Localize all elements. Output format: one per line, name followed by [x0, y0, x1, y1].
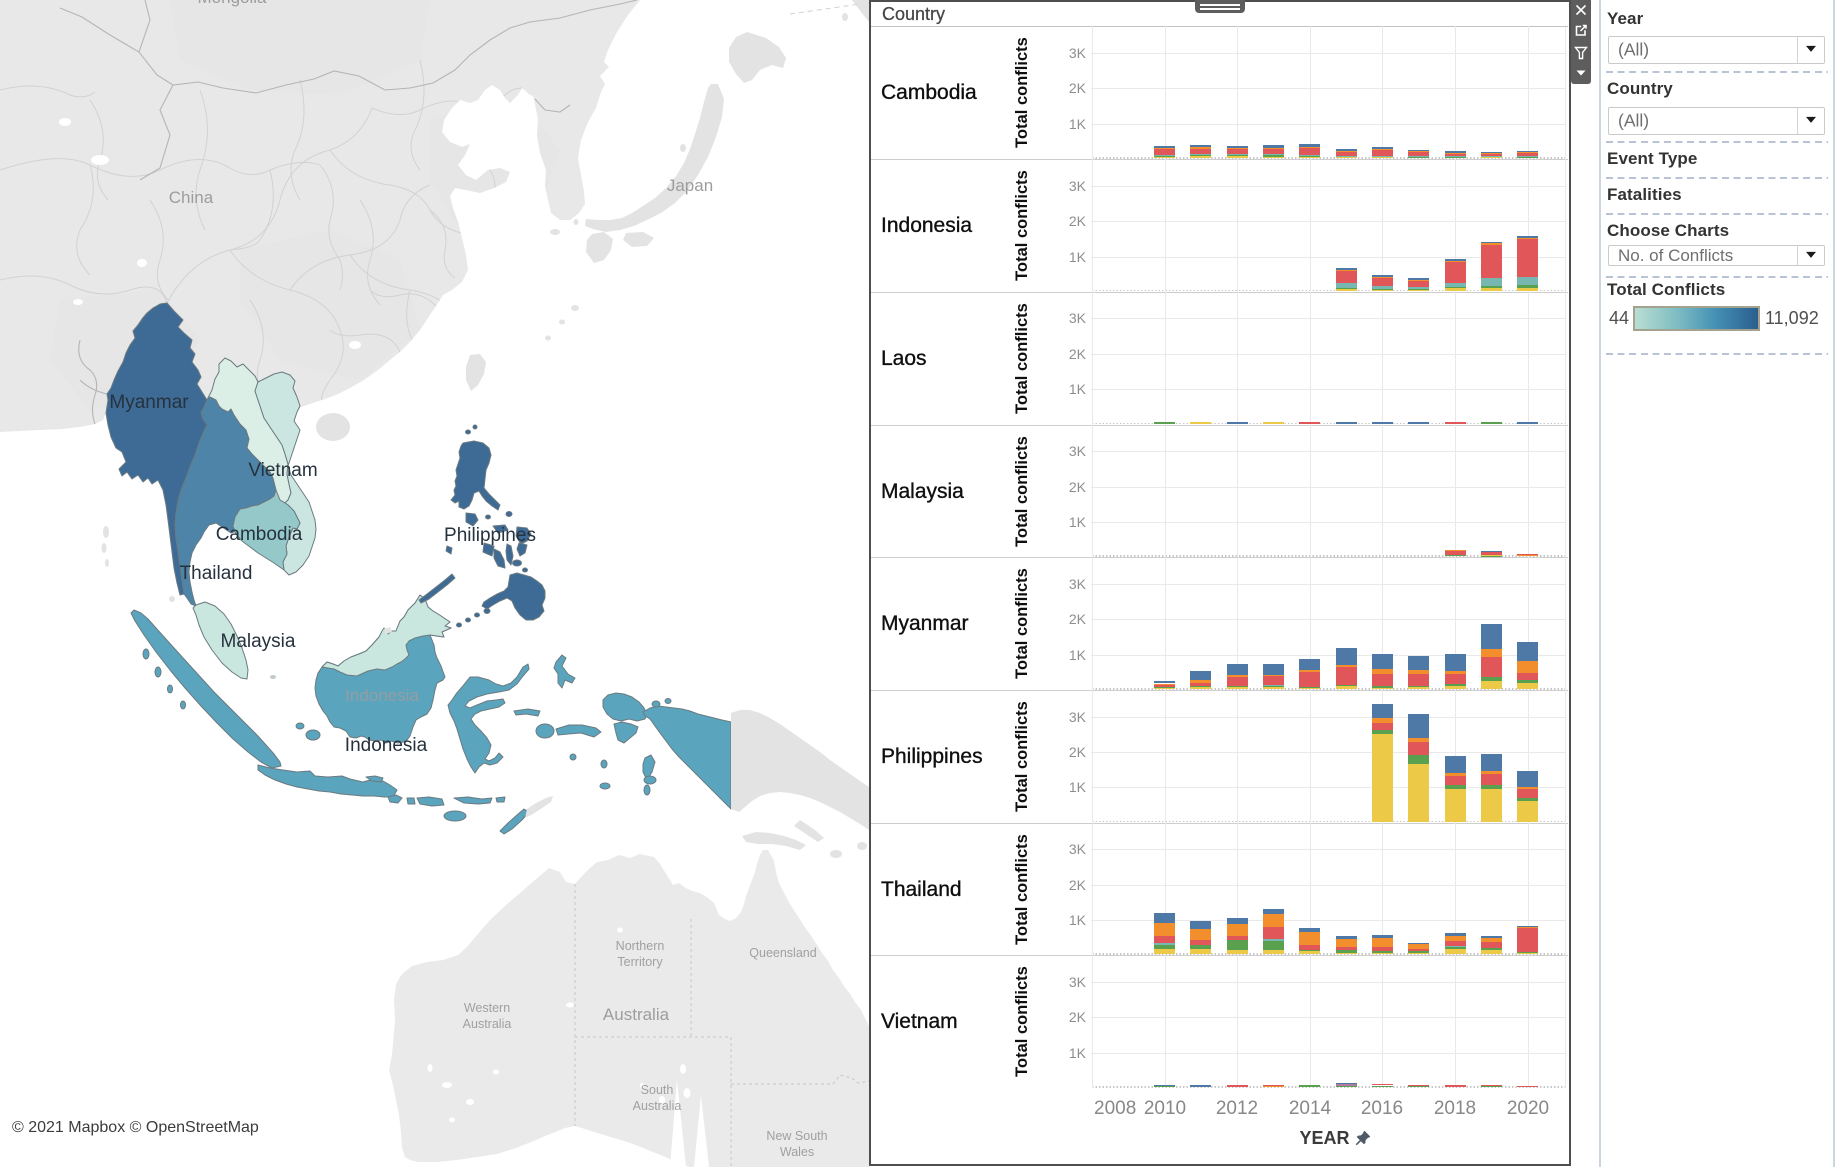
- svg-text:New South: New South: [766, 1129, 827, 1143]
- svg-text:Japan: Japan: [667, 176, 713, 195]
- svg-text:Australia: Australia: [463, 1017, 512, 1031]
- svg-text:Wales: Wales: [780, 1145, 814, 1159]
- svg-text:Thailand: Thailand: [180, 563, 253, 584]
- svg-text:Northern: Northern: [616, 939, 665, 953]
- svg-text:Vietnam: Vietnam: [248, 460, 317, 481]
- svg-text:Western: Western: [464, 1001, 510, 1015]
- svg-text:Queensland: Queensland: [749, 946, 816, 960]
- svg-text:Cambodia: Cambodia: [216, 524, 303, 545]
- svg-text:Philippines: Philippines: [444, 525, 536, 546]
- svg-text:Australia: Australia: [603, 1005, 670, 1024]
- svg-text:Indonesia: Indonesia: [345, 735, 428, 756]
- svg-text:Myanmar: Myanmar: [109, 392, 189, 413]
- svg-text:Australia: Australia: [633, 1099, 682, 1113]
- svg-text:Territory: Territory: [617, 955, 663, 969]
- svg-text:© 2021 Mapbox © OpenStreetMap: © 2021 Mapbox © OpenStreetMap: [12, 1119, 259, 1136]
- svg-text:China: China: [169, 188, 214, 207]
- svg-text:Indonesia: Indonesia: [345, 686, 419, 705]
- svg-text:South: South: [641, 1083, 674, 1097]
- svg-text:Malaysia: Malaysia: [221, 631, 296, 652]
- svg-text:Mongolia: Mongolia: [198, 0, 268, 7]
